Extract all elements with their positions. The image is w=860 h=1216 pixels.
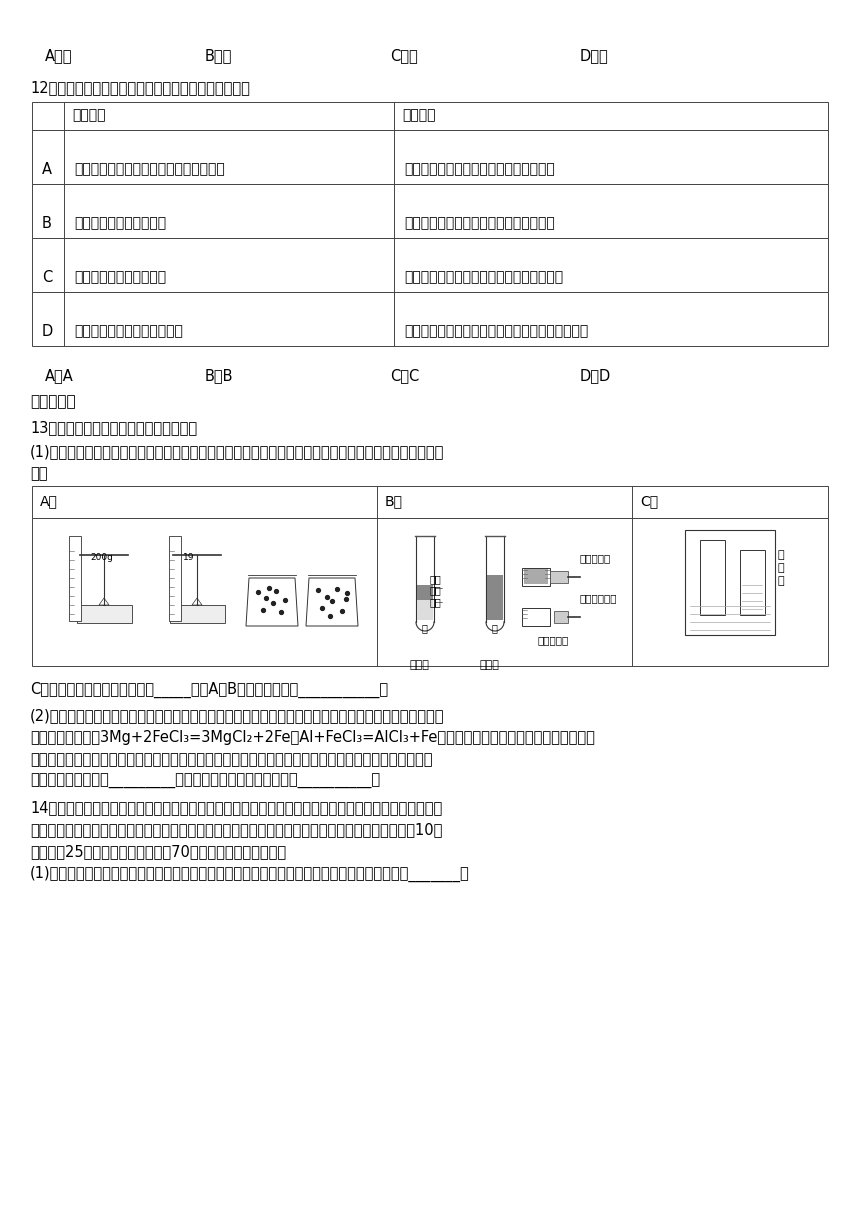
Text: 实验目的: 实验目的 [72, 108, 106, 122]
Text: 检验氯化钙固体中是否含有少量的碳酸钙: 检验氯化钙固体中是否含有少量的碳酸钙 [74, 162, 224, 176]
Text: 振荡后: 振荡后 [479, 660, 499, 670]
Text: A．银: A．银 [45, 47, 72, 63]
Text: 取样，滴加适量稀盐酸，观察是否冒气泡: 取样，滴加适量稀盐酸，观察是否冒气泡 [404, 162, 555, 176]
Text: 把洁净的铜丝浸入硝酸银溶液中，观察现象: 把洁净的铜丝浸入硝酸银溶液中，观察现象 [404, 270, 563, 285]
Text: 14．智轨电车在哈尔滨松北新区进行载客试跑。车底不见轨道，采用虚拟轨迹跟随技术、以全电驱动胶轮: 14．智轨电车在哈尔滨松北新区进行载客试跑。车底不见轨道，采用虚拟轨迹跟随技术、… [30, 800, 442, 815]
Text: B．汞: B．汞 [205, 47, 232, 63]
Bar [550, 572, 568, 582]
Text: 皮筋: 皮筋 [430, 585, 442, 595]
Bar [522, 568, 550, 586]
Bar [685, 530, 775, 635]
Text: 13．分类和类比是学习化学的常用方法。: 13．分类和类比是学习化学的常用方法。 [30, 420, 197, 435]
Text: 彩色: 彩色 [430, 574, 442, 584]
Text: 除去烧碱溶液中少量的碳酸钠: 除去烧碱溶液中少量的碳酸钠 [74, 323, 183, 338]
Text: 二、填空题: 二、填空题 [30, 394, 76, 409]
Text: D．锌: D．锌 [580, 47, 609, 63]
Text: 水: 水 [422, 623, 428, 634]
Text: 水: 水 [492, 623, 498, 634]
Text: 氯化铁的反应方程式_________，恰好反应后溶液颜色的变化为__________。: 氯化铁的反应方程式_________，恰好反应后溶液颜色的变化为________… [30, 775, 380, 789]
Text: 推动注射器: 推动注射器 [537, 635, 568, 644]
Bar [700, 540, 725, 615]
Text: (1)为节约能源资源和资金，车体一般尽量使用轻质材料，下列材料中，最适合做该车体材料的是_______。: (1)为节约能源资源和资金，车体一般尽量使用轻质材料，下列材料中，最适合做该车体… [30, 866, 470, 882]
Text: 水: 水 [778, 576, 784, 586]
Text: 12．依据实验目的，下列设计的实验方案中不合理的是: 12．依据实验目的，下列设计的实验方案中不合理的是 [30, 80, 250, 95]
Bar [32, 518, 828, 666]
Bar [169, 536, 181, 621]
Text: 酒精: 酒精 [430, 597, 442, 607]
Bar [554, 610, 568, 623]
Bar [32, 102, 828, 130]
Text: 水难被压缩: 水难被压缩 [580, 553, 611, 563]
Polygon shape [192, 598, 202, 606]
Bar [687, 599, 773, 634]
Bar [32, 292, 828, 347]
Text: C: C [42, 270, 52, 285]
Text: 置换反应。例如：3Mg+2FeCl₃=3MgCl₂+2Fe，Al+FeCl₃=AlCl₃+Fe经过类比分析，发现比铁活泼的金属与氯: 置换反应。例如：3Mg+2FeCl₃=3MgCl₂+2Fe，Al+FeCl₃=A… [30, 730, 595, 745]
Text: C组: C组 [640, 494, 658, 508]
Text: 鉴别氯化铵和氯化钾固体: 鉴别氯化铵和氯化钾固体 [74, 216, 166, 230]
Bar [32, 486, 828, 518]
Text: 19: 19 [183, 553, 194, 562]
Bar [32, 184, 828, 238]
Text: D．D: D．D [580, 368, 611, 383]
Text: 向溶液中滴加适量的氯化钙溶液，充分反应后过滤: 向溶液中滴加适量的氯化钙溶液，充分反应后过滤 [404, 323, 588, 338]
Text: 氨: 氨 [778, 563, 784, 573]
Text: C．镁: C．镁 [390, 47, 418, 63]
Text: 实验方案: 实验方案 [402, 108, 435, 122]
Text: C．C: C．C [390, 368, 420, 383]
Bar [32, 238, 828, 292]
Text: A．A: A．A [45, 368, 74, 383]
Text: 空气容易被压: 空气容易被压 [580, 593, 617, 603]
Bar [32, 130, 828, 184]
Bar [417, 585, 433, 599]
Polygon shape [99, 598, 109, 606]
Bar [170, 606, 225, 623]
Text: B组: B组 [385, 494, 403, 508]
Text: A: A [42, 162, 52, 178]
Bar [522, 608, 550, 626]
Text: 类。: 类。 [30, 466, 47, 482]
Text: (2)氯化铁与氯化亚铁都是很重要的铁的化合物。已知：在金属过量时，氯化铁也能与比铁活泼的金属发生: (2)氯化铁与氯化亚铁都是很重要的铁的化合物。已知：在金属过量时，氯化铁也能与比… [30, 708, 445, 724]
Text: 比较铜和银的金属活动性: 比较铜和银的金属活动性 [74, 270, 166, 285]
Bar [417, 599, 433, 620]
Polygon shape [246, 578, 298, 626]
Text: (1)乐乐学习完分子的性质后，发现了许多有关分子性质的实验，于是将其整理在下表中让同组同学进行分: (1)乐乐学习完分子的性质后，发现了许多有关分子性质的实验，于是将其整理在下表中… [30, 444, 445, 458]
Text: 分别与少量熟石灰混合后，研磨、闻气味: 分别与少量熟石灰混合后，研磨、闻气味 [404, 216, 555, 230]
Bar [77, 606, 132, 623]
Text: 取代钢轮车辆作为运载工具的新型轨道交通产品。车厢装有蓄能电池储存电量，并可进行快充，充电10分: 取代钢轮车辆作为运载工具的新型轨道交通产品。车厢装有蓄能电池储存电量，并可进行快… [30, 822, 442, 837]
Text: B．B: B．B [205, 368, 234, 383]
Text: 浓: 浓 [778, 550, 784, 561]
Bar [524, 569, 548, 584]
Text: A组: A组 [40, 494, 58, 508]
Bar [69, 536, 81, 621]
Text: B: B [42, 216, 52, 231]
Text: D: D [42, 323, 53, 339]
Text: 钟可续航25公里，最高速度每小时70公里。试回答下列问题：: 钟可续航25公里，最高速度每小时70公里。试回答下列问题： [30, 844, 286, 858]
Text: C组说明的分子性质，应该归于_____（填A或B），归类依据是___________。: C组说明的分子性质，应该归于_____（填A或B），归类依据是_________… [30, 682, 388, 698]
Polygon shape [306, 578, 358, 626]
Bar [740, 550, 765, 615]
Text: 200g: 200g [90, 553, 113, 562]
Text: 振荡前: 振荡前 [409, 660, 429, 670]
Bar [487, 575, 503, 620]
Text: 化铁发生的置换反应跟它们与氯化亚铁发生的置换反应有类似的规律。请仿照上述反应，试写出金属锌与: 化铁发生的置换反应跟它们与氯化亚铁发生的置换反应有类似的规律。请仿照上述反应，试… [30, 751, 433, 767]
